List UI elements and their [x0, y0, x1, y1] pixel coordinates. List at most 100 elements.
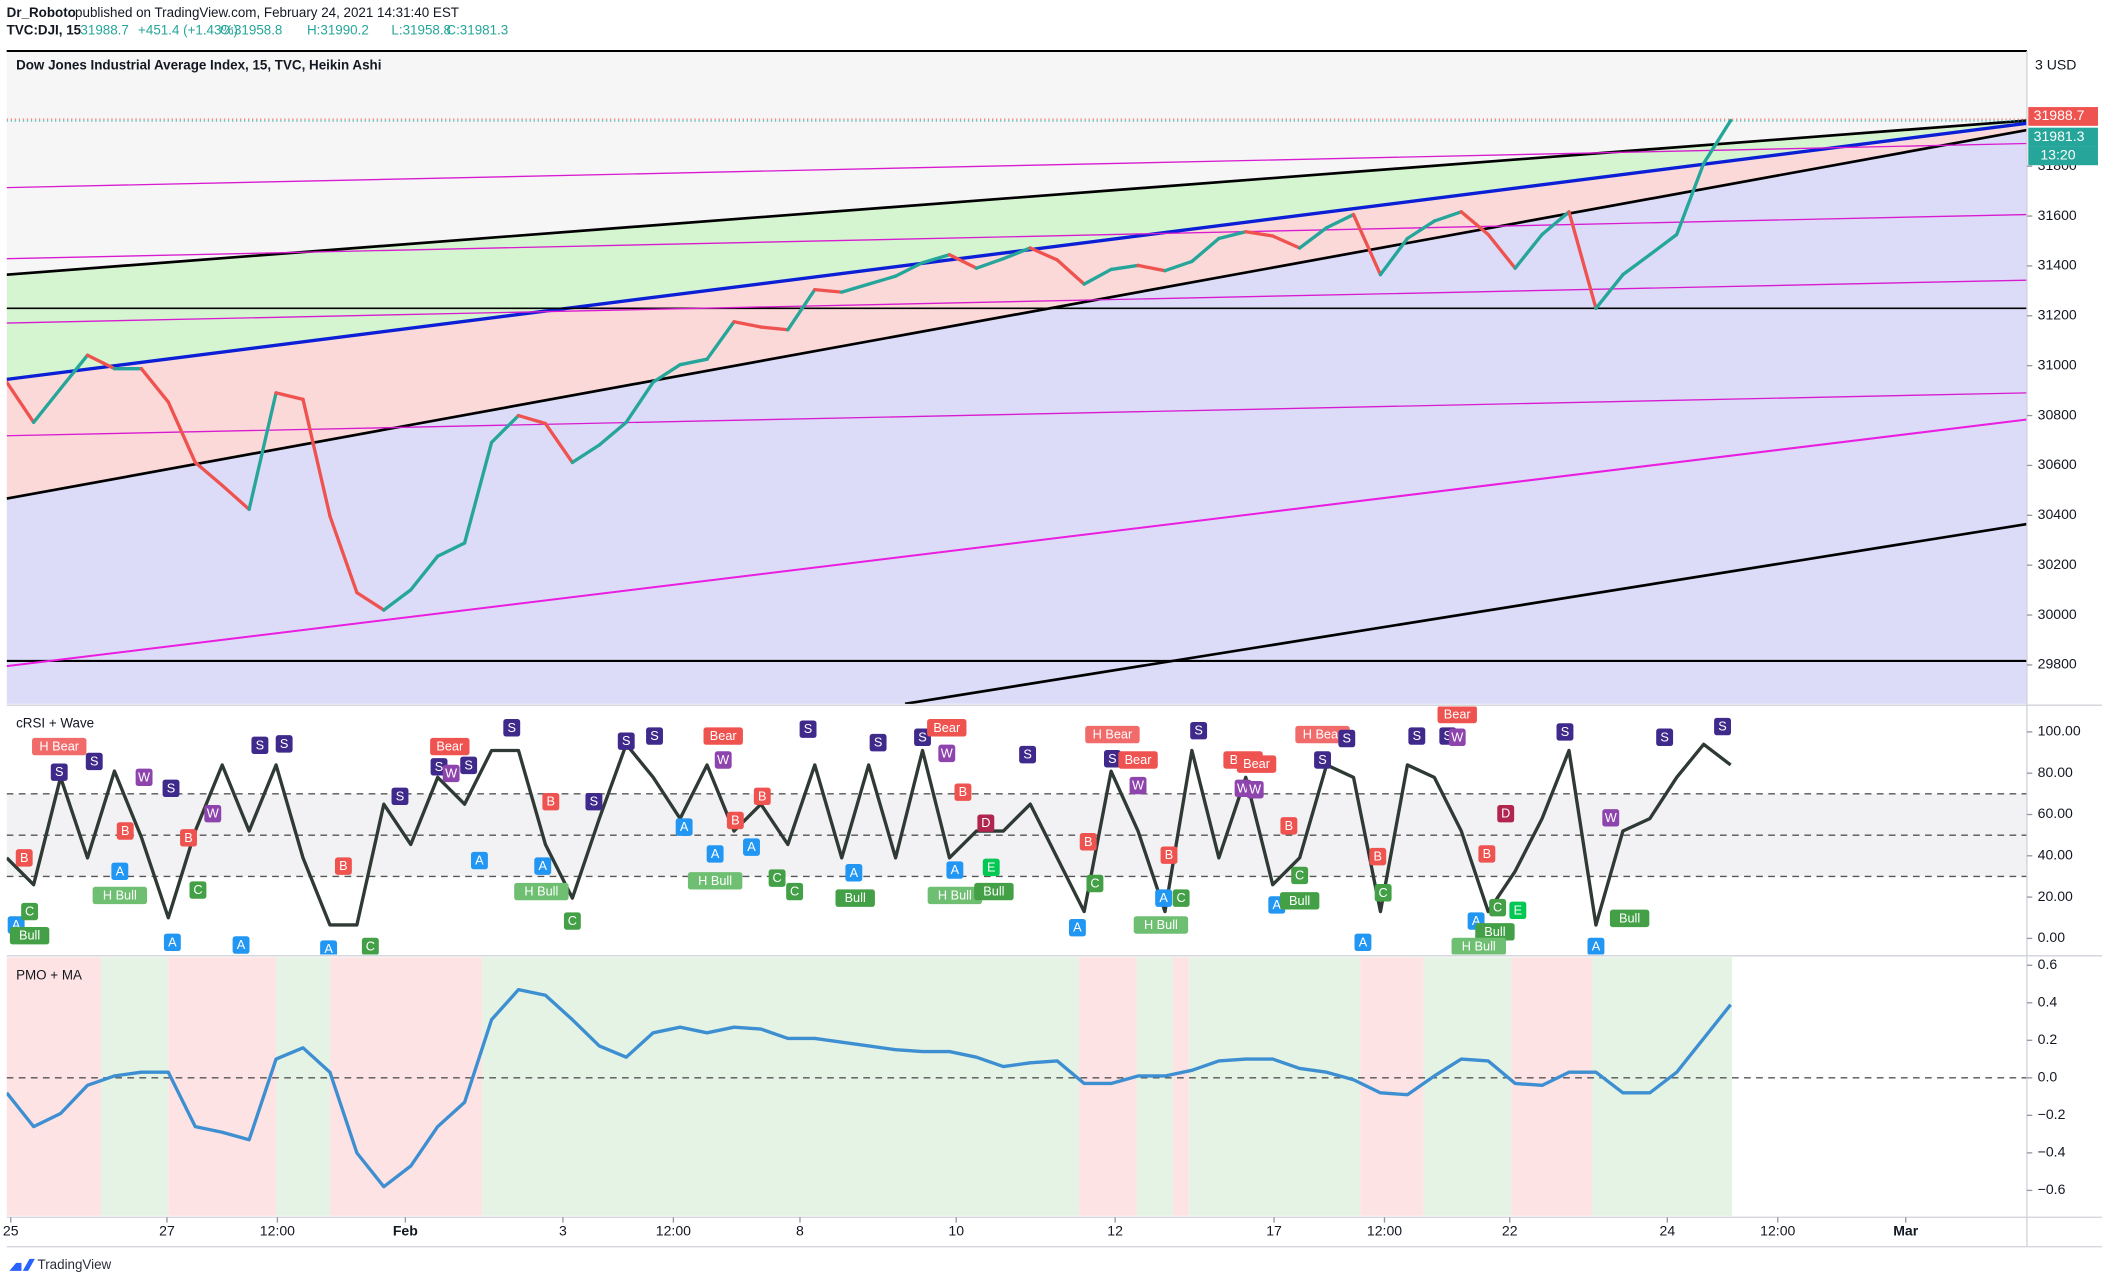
- signal-tag-label: S: [1561, 724, 1569, 739]
- x-tick-label: 12: [1107, 1223, 1123, 1239]
- signal-tag-label: S: [1194, 723, 1202, 738]
- y-tick-label: 60.00: [2038, 805, 2073, 821]
- x-tick-label: 12:00: [1367, 1223, 1402, 1239]
- trendline: [6, 213, 2027, 260]
- x-tick-label: Mar: [1893, 1223, 1919, 1239]
- signal-tag-label: S: [804, 721, 812, 736]
- signal-tag-label: B: [339, 858, 347, 873]
- price-segment: [139, 366, 170, 404]
- channel-fill: [6, 130, 2027, 704]
- trendline: [6, 279, 2027, 324]
- signal-tag-label: S: [874, 735, 882, 750]
- signal-tag: [799, 720, 817, 738]
- signal-tag: [938, 744, 956, 763]
- price-segment: [651, 363, 682, 384]
- signal-tag-label: S: [464, 757, 472, 772]
- chart-title: Dow Jones Industrial Average Index, 15, …: [16, 57, 381, 72]
- signal-tag: [1280, 817, 1298, 835]
- price-segment: [624, 380, 655, 424]
- signal-tag-label: A: [680, 819, 689, 834]
- signal-tag-label: Bull: [845, 890, 866, 905]
- y-tick-label: 0.00: [2038, 929, 2066, 945]
- price-segment: [489, 413, 521, 445]
- price-segment: [85, 353, 117, 371]
- pane-title: PMO + MA: [16, 968, 82, 983]
- signal-tag-label: E: [1514, 902, 1522, 917]
- price-segment: [813, 287, 844, 294]
- price-segment: [355, 590, 386, 612]
- signal-tag-label: Bear: [436, 739, 464, 754]
- price-segment: [840, 282, 871, 294]
- signal-tag: [180, 829, 197, 847]
- signal-tag: [1587, 937, 1605, 955]
- price-segment: [301, 397, 332, 518]
- price-segment: [974, 257, 1006, 270]
- price-segment: [866, 274, 898, 286]
- signal-tag-label: C: [772, 870, 781, 885]
- signal-tag: [1291, 866, 1309, 885]
- signal-tag-label: A: [12, 917, 21, 932]
- trendline: [6, 119, 2027, 276]
- signal-tag: [1656, 728, 1674, 746]
- signal-tag: [1338, 729, 1356, 748]
- x-tick-label: 25: [3, 1223, 19, 1239]
- signal-tag: [189, 881, 207, 899]
- price-segment: [1244, 230, 1275, 238]
- pane: [6, 118, 2027, 704]
- channel-fill: [6, 123, 2027, 499]
- y-tick-label: 0.4: [2038, 994, 2058, 1010]
- price-segment: [1109, 263, 1140, 272]
- signal-tag-label: C: [1493, 900, 1502, 915]
- signal-band: [482, 957, 1079, 1216]
- price-segment: [274, 391, 305, 402]
- signal-tag: [204, 804, 222, 823]
- signal-tag: [835, 889, 875, 907]
- signal-tag-label: C: [1295, 867, 1304, 882]
- signal-tag: [946, 861, 964, 879]
- signal-tag: [1129, 776, 1147, 795]
- signal-tag: [9, 927, 50, 945]
- signal-tag: [869, 733, 887, 752]
- signal-tag: [617, 732, 635, 750]
- signal-tag-label: D: [1501, 806, 1510, 821]
- signal-tag-label: H Bull: [938, 887, 972, 902]
- price-label: 31981.3: [2034, 128, 2085, 144]
- signal-tag: [1509, 901, 1527, 920]
- y-tick-label: −0.2: [2038, 1106, 2066, 1122]
- y-tick-label: −0.6: [2038, 1181, 2066, 1197]
- signal-tag-label: A: [850, 865, 859, 880]
- price-segment: [58, 353, 90, 391]
- price-segment: [1082, 267, 1113, 286]
- trendline: [6, 418, 2027, 668]
- y-tick-label: 29800: [2038, 656, 2077, 672]
- price-segment: [893, 261, 925, 278]
- signal-tag: [786, 882, 804, 901]
- signal-tag: [954, 783, 972, 801]
- signal-band: [329, 957, 483, 1216]
- signal-tag-label: B: [1483, 846, 1491, 861]
- signal-tag-label: S: [650, 728, 658, 743]
- signal-tag: [460, 756, 478, 775]
- signal-tag-label: A: [1159, 890, 1168, 905]
- countdown-box: [2028, 146, 2098, 166]
- signal-tag-label: A: [1472, 913, 1481, 928]
- signal-tag: [1448, 728, 1466, 746]
- price-segment: [597, 420, 628, 447]
- signal-tag-label: H Bull: [1462, 938, 1496, 953]
- signal-tag: [706, 845, 724, 863]
- signal-tag: [914, 728, 931, 746]
- signal-tag-label: A: [747, 839, 756, 854]
- signal-band: [168, 957, 277, 1216]
- signal-tag-label: W: [207, 806, 219, 821]
- x-tick-label: 10: [948, 1223, 964, 1239]
- signal-tag: [470, 851, 488, 870]
- signal-band: [1511, 957, 1592, 1216]
- signal-tag-label: A: [116, 863, 125, 878]
- signal-tag-label: S: [55, 764, 63, 779]
- signal-tag: [687, 872, 743, 890]
- signal-tag: [977, 814, 995, 832]
- brand: TradingView: [38, 1257, 112, 1272]
- indicator-line: [6, 742, 1732, 927]
- signal-tag-label: Bear: [1125, 752, 1153, 767]
